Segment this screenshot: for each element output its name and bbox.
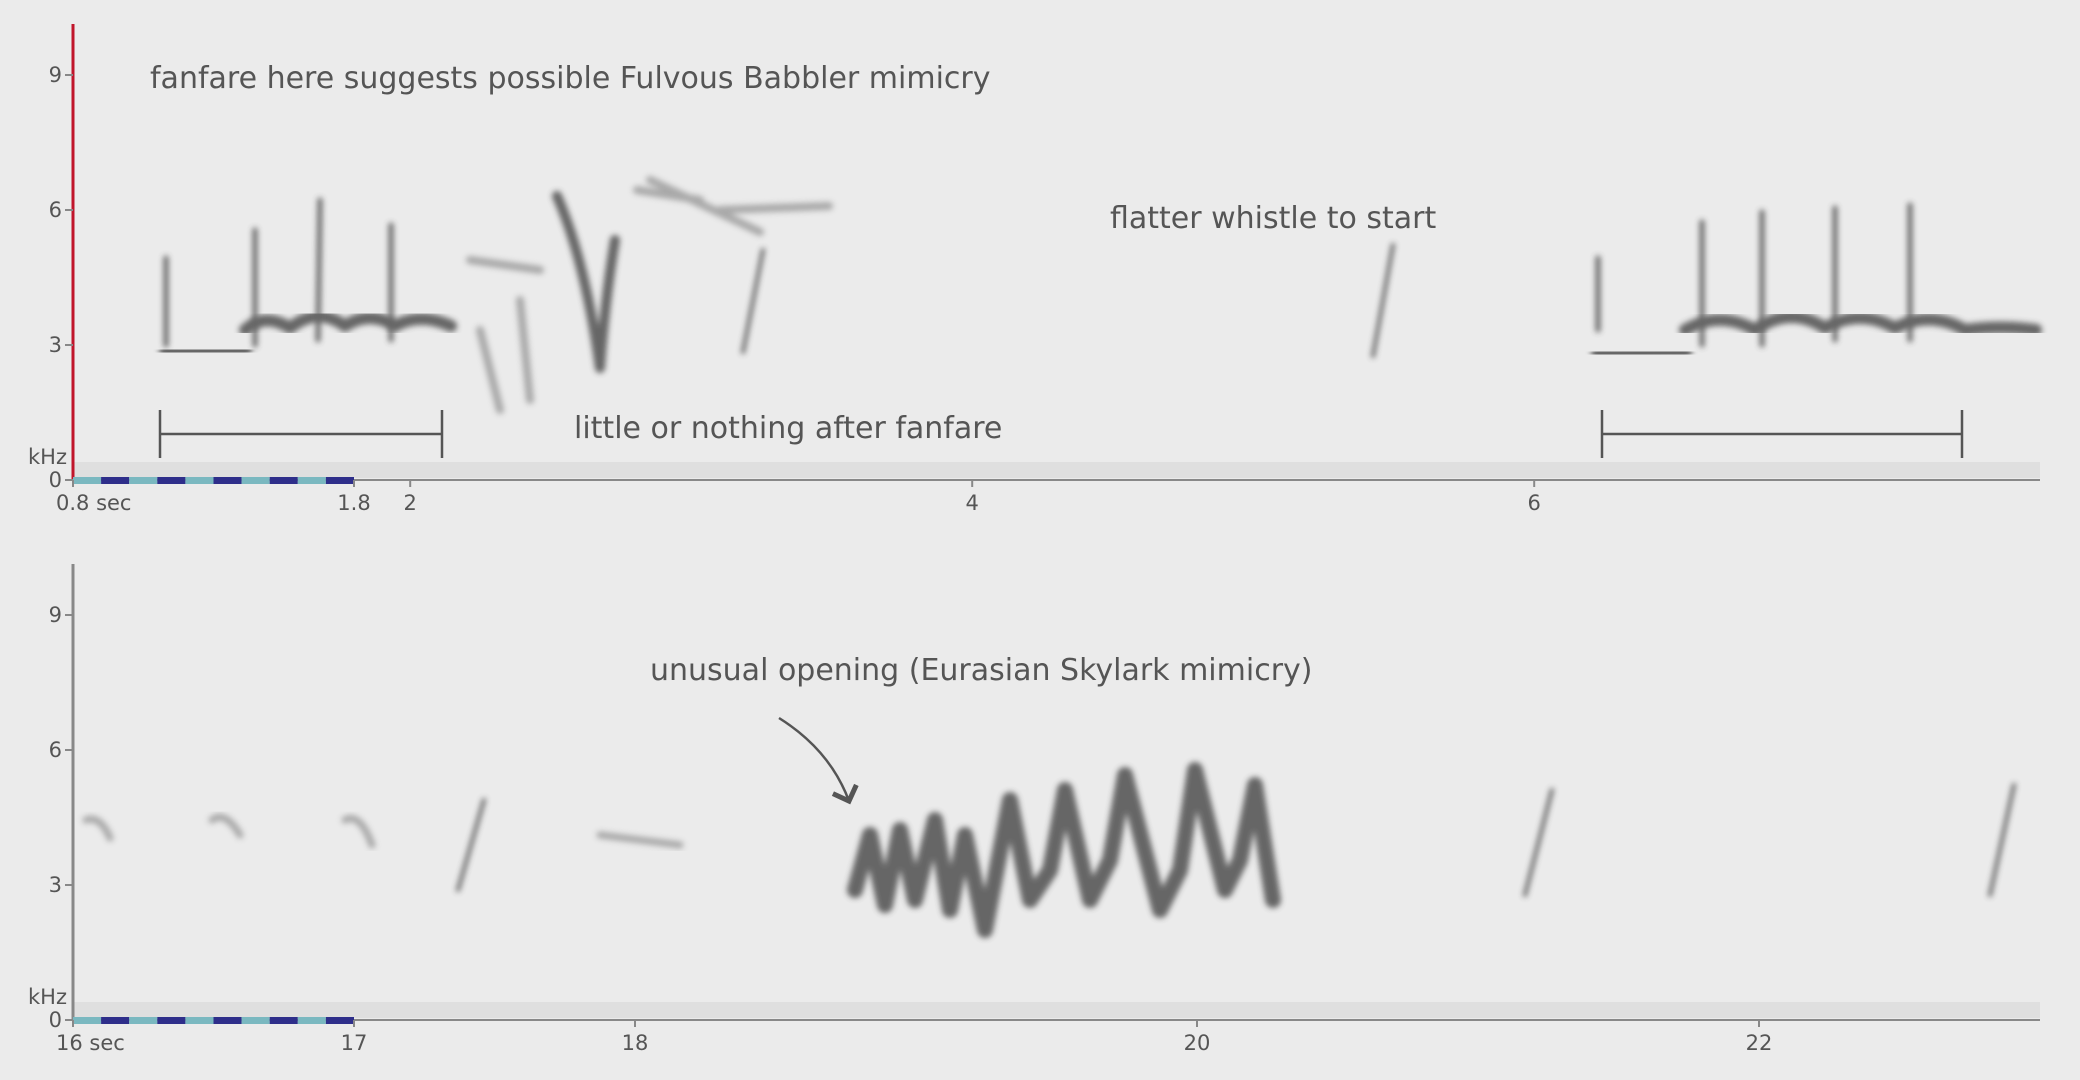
spectrogram-top: [73, 176, 2042, 478]
scale-bar: [185, 1017, 214, 1024]
faint-notes: [466, 176, 833, 414]
x-tick-label: 17: [341, 1031, 368, 1055]
x-tick-label: 20: [1184, 1031, 1211, 1055]
whistle: [159, 343, 252, 359]
x-tick-label: 1.8: [337, 491, 370, 515]
scale-bar: [157, 1017, 186, 1024]
scale-bar: [101, 477, 130, 484]
spectrogram-bottom: [73, 762, 2040, 1018]
scale-bar: [325, 477, 354, 484]
bracket: [1600, 410, 1964, 458]
faint-notes: [82, 813, 684, 849]
x-tick-label: 6: [1528, 491, 1541, 515]
y-tick-label: 0: [49, 1008, 62, 1032]
y-axis-label: kHz: [28, 445, 67, 469]
trill: [1679, 311, 2042, 336]
scale-bar: [73, 477, 102, 484]
annotation: flatter whistle to start: [1110, 201, 1437, 236]
trill: [239, 310, 457, 336]
scale-bar: [213, 1017, 242, 1024]
scale-bar: [157, 477, 186, 484]
scale-bar: [129, 1017, 158, 1024]
scale-bar: [325, 1017, 354, 1024]
spikes: [163, 197, 394, 348]
scale-bar: [213, 477, 242, 484]
y-tick-label: 3: [49, 873, 62, 897]
annotation: fanfare here suggests possible Fulvous B…: [150, 61, 990, 96]
scale-bar: [129, 477, 158, 484]
scale-bar: [297, 1017, 326, 1024]
scale-bar: [101, 1017, 130, 1024]
noise-band: [73, 1002, 2040, 1018]
y-tick-label: 3: [49, 333, 62, 357]
x-tick-label: 16 sec: [56, 1031, 125, 1055]
x-tick-label: 22: [1746, 1031, 1773, 1055]
scale-bar: [73, 1017, 102, 1024]
upsweeps: [456, 783, 2016, 897]
upsweeps: [741, 243, 1395, 358]
scale-bar: [269, 1017, 298, 1024]
scale-bar: [185, 477, 214, 484]
noise-band: [73, 462, 2040, 478]
spikes: [1595, 202, 1913, 348]
whistle: [1591, 345, 1692, 361]
y-tick-label: 6: [49, 198, 62, 222]
y-tick-label: 0: [49, 468, 62, 492]
y-tick-label: 9: [49, 603, 62, 627]
annotation: unusual opening (Eurasian Skylark mimicr…: [650, 653, 1313, 688]
sweep: [552, 191, 620, 373]
arrow: [778, 716, 859, 805]
x-tick-label: 0.8 sec: [56, 491, 131, 515]
annotation: little or nothing after fanfare: [574, 411, 1002, 446]
x-tick-label: 4: [966, 491, 979, 515]
x-tick-label: 2: [404, 491, 417, 515]
bracket: [158, 410, 444, 458]
scale-bar: [241, 477, 270, 484]
y-tick-label: 9: [49, 63, 62, 87]
x-tick-label: 18: [622, 1031, 649, 1055]
scale-bar: [297, 477, 326, 484]
skylark-song: [847, 762, 1281, 938]
scale-bar: [269, 477, 298, 484]
scale-bar: [241, 1017, 270, 1024]
y-tick-label: 6: [49, 738, 62, 762]
y-axis-label: kHz: [28, 985, 67, 1009]
